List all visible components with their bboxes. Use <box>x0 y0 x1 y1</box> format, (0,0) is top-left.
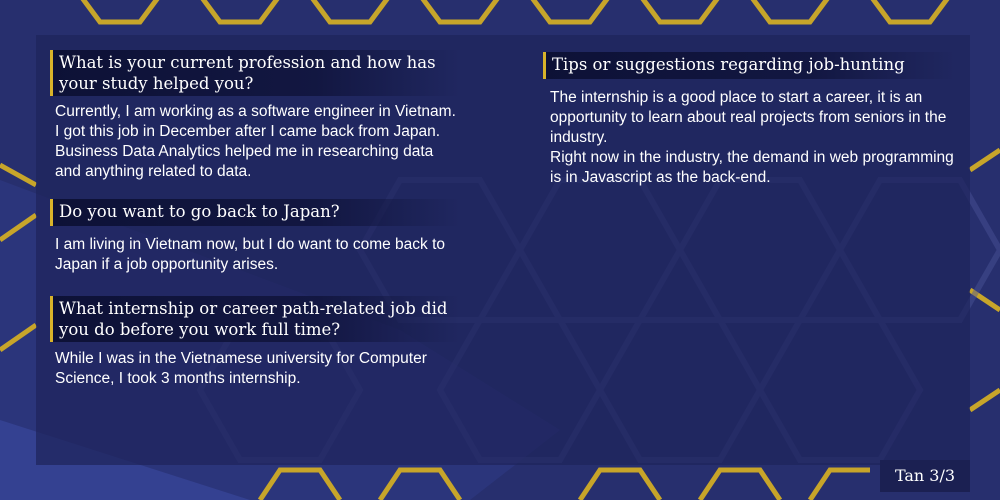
question-heading-back-to-japan: Do you want to go back to Japan? <box>50 199 460 226</box>
answer-back-to-japan: I am living in Vietnam now, but I do wan… <box>55 236 446 273</box>
answer-profession: Currently, I am working as a software en… <box>55 103 456 180</box>
tips-text: The internship is a good place to start … <box>550 88 955 188</box>
page-label: Tan 3/3 <box>880 460 970 492</box>
answer-internship: While I was in the Vietnamese university… <box>55 350 427 387</box>
question-heading-profession: What is your current profession and how … <box>50 50 460 96</box>
content-panel <box>36 35 970 465</box>
tips-paragraph-2: Right now in the industry, the demand in… <box>550 149 954 186</box>
question-heading-internship: What internship or career path-related j… <box>50 296 460 342</box>
tips-paragraph-1: The internship is a good place to start … <box>550 89 947 146</box>
tips-heading: Tips or suggestions regarding job-huntin… <box>543 52 955 79</box>
